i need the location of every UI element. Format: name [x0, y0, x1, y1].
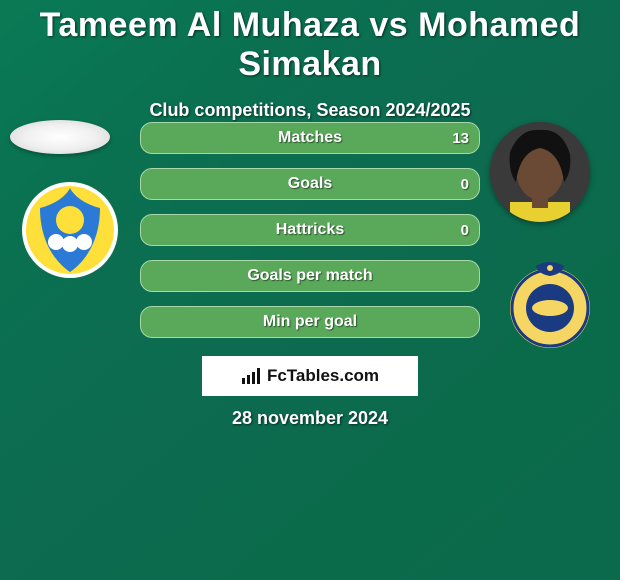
club-left-crest	[20, 180, 120, 280]
stat-label: Min per goal	[263, 313, 357, 331]
stat-row-goals: Goals 0	[140, 168, 480, 200]
stat-label: Goals	[288, 175, 332, 193]
stat-row-hattricks: Hattricks 0	[140, 214, 480, 246]
watermark-text: FcTables.com	[267, 366, 379, 386]
infographic-date: 28 november 2024	[0, 408, 620, 429]
player-left-avatar	[10, 120, 110, 154]
page-title: Tameem Al Muhaza vs Mohamed Simakan	[0, 0, 620, 84]
watermark: FcTables.com	[202, 356, 418, 396]
club-right-crest	[500, 260, 600, 348]
stat-row-min-per-goal: Min per goal	[140, 306, 480, 338]
chart-bars-icon	[241, 367, 263, 385]
player-right-avatar	[490, 122, 590, 222]
stat-label: Matches	[278, 129, 342, 147]
stats-panel: Matches 13 Goals 0 Hattricks 0 Goals per…	[140, 122, 480, 352]
stat-row-matches: Matches 13	[140, 122, 480, 154]
stat-right-value: 13	[452, 130, 469, 147]
stat-right-value: 0	[461, 176, 469, 193]
page-subtitle: Club competitions, Season 2024/2025	[0, 100, 620, 121]
stat-label: Hattricks	[276, 221, 344, 239]
stat-right-value: 0	[461, 222, 469, 239]
stat-row-goals-per-match: Goals per match	[140, 260, 480, 292]
stat-label: Goals per match	[247, 267, 372, 285]
